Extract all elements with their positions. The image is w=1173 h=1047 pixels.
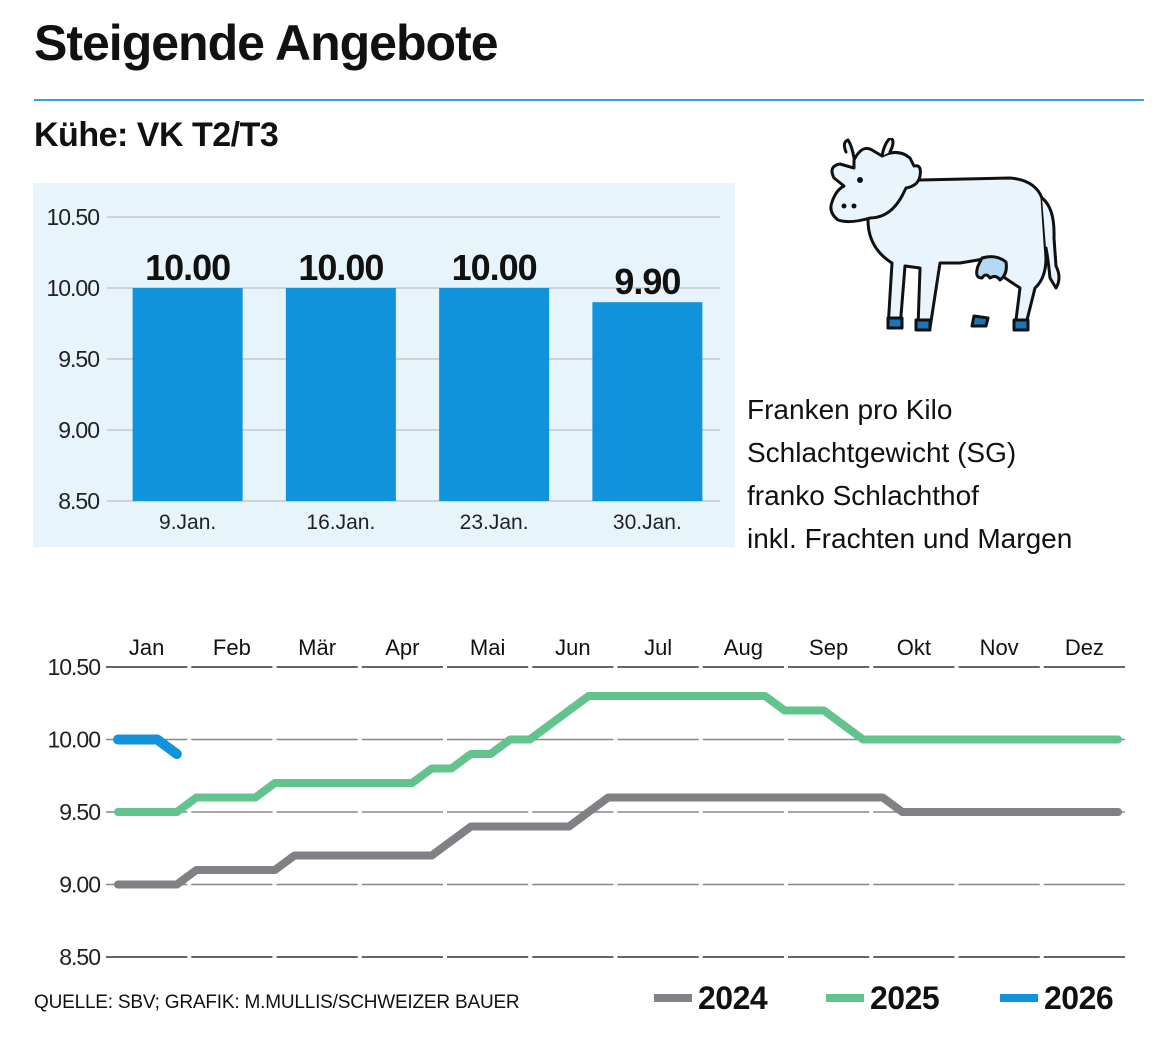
y-tick-label: 9.00 — [59, 872, 100, 898]
y-tick-label: 10.00 — [46, 275, 99, 301]
cow-icon — [829, 138, 1061, 332]
y-tick-label: 10.50 — [47, 654, 100, 680]
legend-label-2026: 2026 — [1044, 979, 1114, 1016]
chart-subtitle: Kühe: VK T2/T3 — [34, 116, 279, 154]
title-divider — [34, 99, 1144, 101]
bar-value-label: 10.00 — [298, 247, 383, 288]
legend-swatch-2024 — [654, 994, 692, 1002]
x-tick-label: 30.Jan. — [613, 511, 682, 534]
description-line: Schlachtgewicht (SG) — [747, 437, 1017, 468]
description-line: Franken pro Kilo — [747, 394, 953, 425]
month-label: Okt — [897, 635, 931, 660]
legend-item-2025: 2025 — [826, 978, 940, 1018]
month-label: Dez — [1065, 635, 1104, 660]
month-label: Jan — [129, 635, 164, 660]
unit-description: Franken pro Kilo Schlachtgewicht (SG) fr… — [747, 388, 1072, 560]
bar-chart-panel: 8.50 9.00 9.50 10.00 10.50 10.00 9.Jan. 10.00 16… — [33, 183, 735, 547]
month-label: Feb — [213, 635, 251, 660]
bar-value-label: 10.00 — [452, 247, 537, 288]
legend-label-2025: 2025 — [870, 979, 940, 1016]
month-label: Apr — [385, 635, 419, 660]
bar — [592, 302, 703, 501]
legend-label-2024: 2024 — [698, 979, 768, 1016]
month-label: Mai — [470, 635, 505, 660]
month-label: Nov — [980, 635, 1019, 660]
y-tick-label: 9.00 — [58, 417, 99, 443]
line-chart: Jan Feb Mär Apr Mai Jun Jul Aug Sep Okt Nov Dez 8.50… — [47, 635, 1125, 970]
y-tick-label: 9.50 — [59, 799, 100, 825]
chart-title: Steigende Angebote — [34, 15, 499, 71]
bar-value-label: 9.90 — [614, 261, 680, 302]
legend-item-2026: 2026 — [1000, 978, 1114, 1018]
y-tick-label: 9.50 — [58, 346, 99, 372]
y-tick-label: 8.50 — [58, 488, 99, 514]
x-tick-label: 23.Jan. — [460, 511, 529, 534]
month-label: Mär — [298, 635, 336, 660]
y-tick-label: 10.00 — [47, 727, 100, 753]
bar-value-label: 10.00 — [145, 247, 230, 288]
legend-swatch-2026 — [1000, 994, 1038, 1002]
bar-chart: 8.50 9.00 9.50 10.00 10.50 10.00 9.Jan. 10.00 16… — [46, 204, 720, 534]
series-line-2024 — [114, 793, 1122, 889]
source-credit: QUELLE: SBV; GRAFIK: M.MULLIS/SCHWEIZER … — [34, 992, 520, 1013]
x-tick-label: 16.Jan. — [306, 511, 375, 534]
month-label: Jun — [555, 635, 590, 660]
series-line-2025 — [114, 692, 1122, 816]
month-label: Sep — [809, 635, 848, 660]
x-tick-label: 9.Jan. — [159, 511, 216, 534]
description-line: inkl. Frachten und Margen — [747, 523, 1073, 554]
description-line: franko Schlachthof — [747, 480, 979, 511]
legend-swatch-2025 — [826, 994, 864, 1002]
y-tick-label: 8.50 — [59, 944, 100, 970]
bar — [439, 288, 550, 501]
legend-item-2024: 2024 — [654, 978, 768, 1018]
bar — [132, 288, 243, 501]
month-label: Aug — [724, 635, 763, 660]
series-line-2026 — [113, 734, 182, 759]
bar — [285, 288, 396, 501]
y-tick-label: 10.50 — [46, 204, 99, 230]
month-label: Jul — [644, 635, 672, 660]
